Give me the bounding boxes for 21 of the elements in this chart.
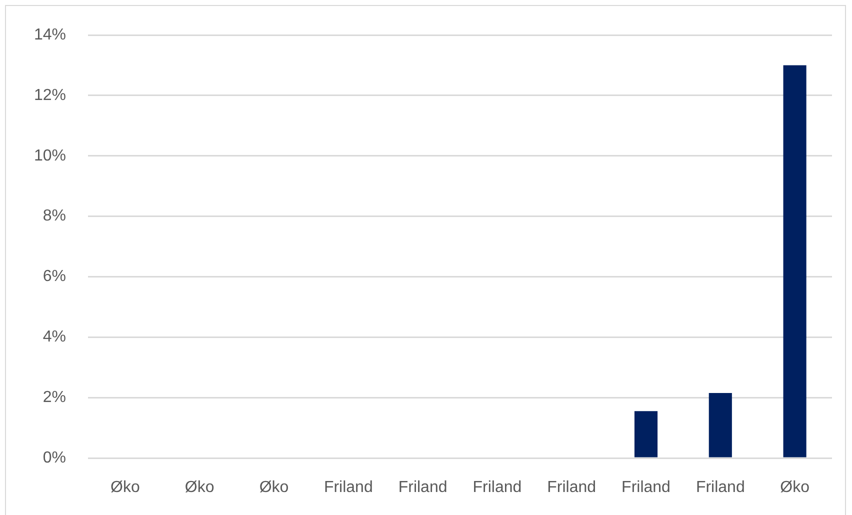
y-tick-label: 4% <box>42 328 66 346</box>
y-tick-label: 0% <box>42 449 66 466</box>
y-tick-label: 14% <box>34 26 66 44</box>
x-tick-label: Friland <box>622 479 670 496</box>
x-tick-label: Friland <box>324 479 373 496</box>
x-tick-label: Friland <box>547 479 596 496</box>
y-tick-label: 6% <box>42 268 66 286</box>
x-tick-label: Øko <box>110 479 140 496</box>
x-tick-label: Friland <box>472 479 522 496</box>
x-tick-label: Friland <box>398 479 448 496</box>
y-tick-label: 12% <box>34 86 66 104</box>
x-tick-label: Friland <box>696 479 745 496</box>
y-tick-label: 2% <box>42 388 66 406</box>
x-tick-label: Øko <box>184 479 214 496</box>
bar <box>634 411 658 458</box>
bar <box>783 65 806 458</box>
y-tick-label: 10% <box>34 147 66 164</box>
y-tick-label: 8% <box>42 208 66 225</box>
x-tick-label: Øko <box>780 479 810 496</box>
x-tick-label: Øko <box>259 479 289 496</box>
bar <box>708 393 732 458</box>
